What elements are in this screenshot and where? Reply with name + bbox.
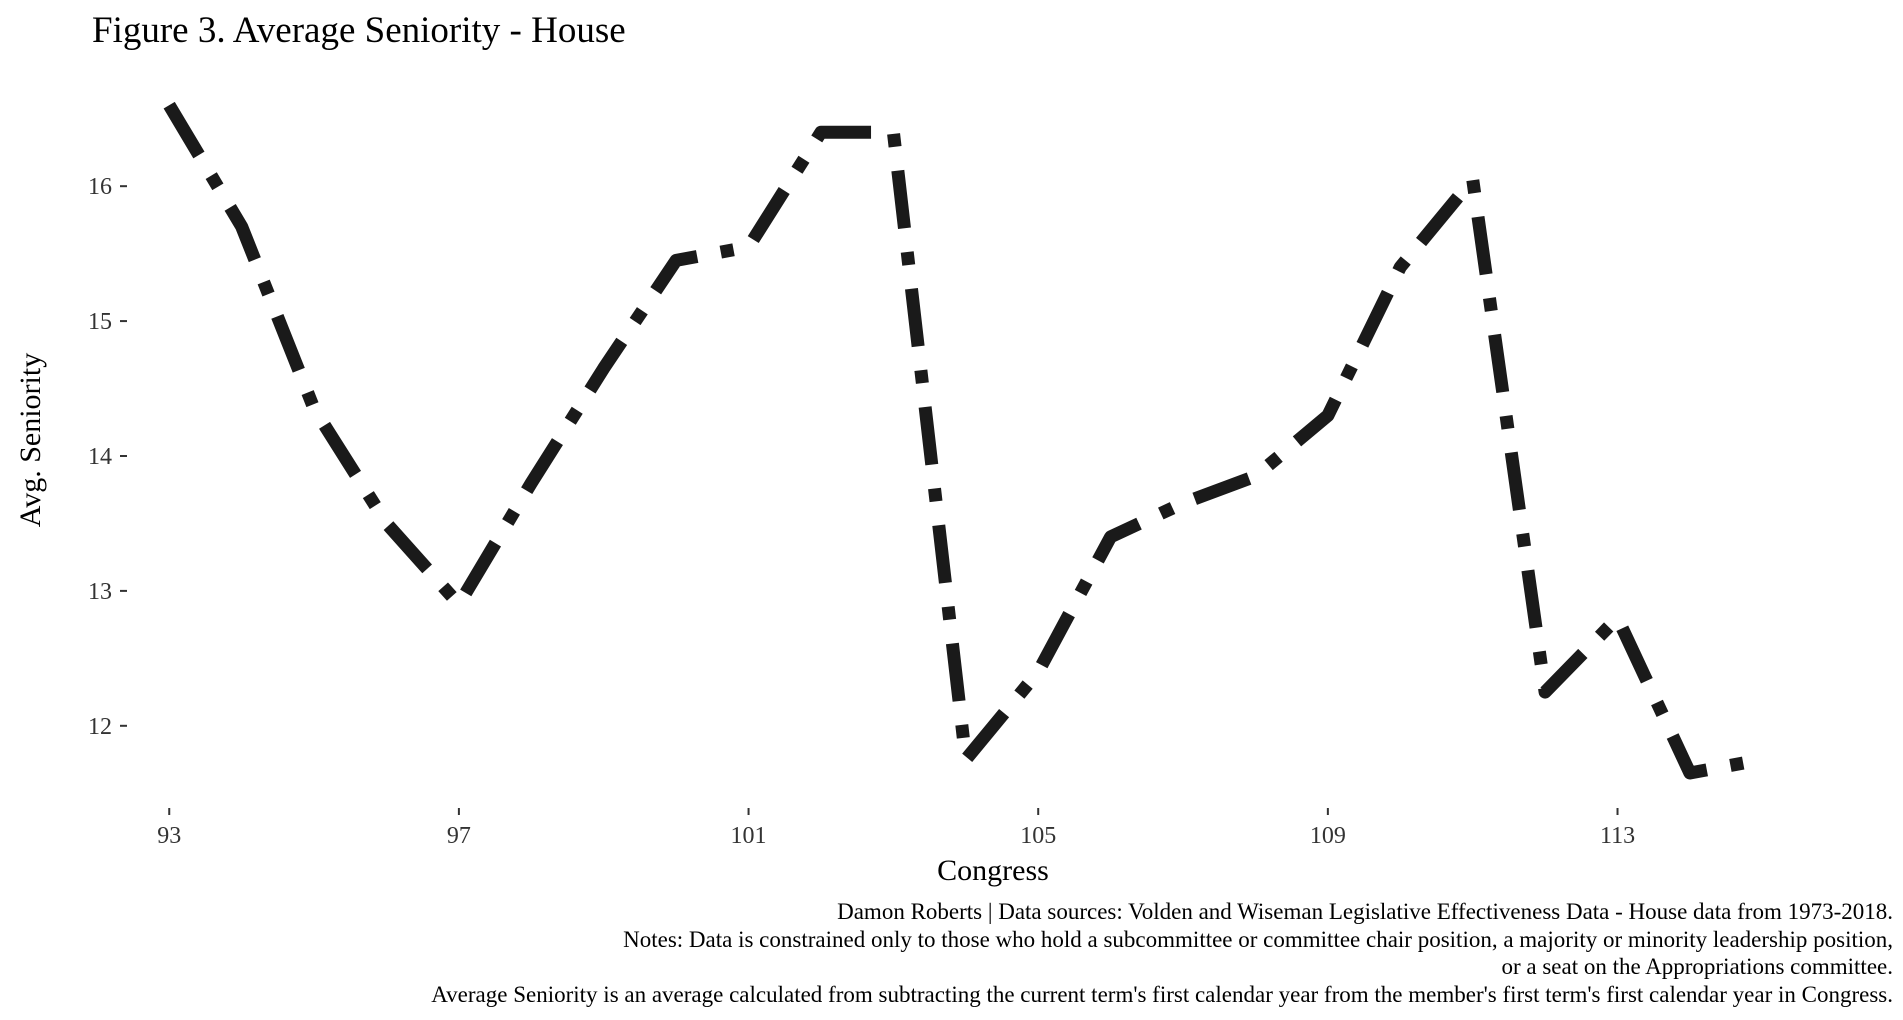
caption-notes-continued: or a seat on the Appropriations committe… bbox=[1501, 954, 1893, 979]
x-tick-label: 97 bbox=[447, 823, 471, 849]
caption-notes: Notes: Data is constrained only to those… bbox=[623, 927, 1893, 952]
y-axis: 12 13 14 15 16 bbox=[88, 174, 127, 740]
x-tick-label: 109 bbox=[1310, 823, 1346, 849]
x-tick-label: 101 bbox=[731, 823, 767, 849]
x-tick-label: 105 bbox=[1020, 823, 1056, 849]
y-tick-label: 13 bbox=[88, 579, 112, 605]
chart-title: Figure 3. Average Seniority - House bbox=[92, 10, 626, 51]
x-tick-label: 113 bbox=[1600, 823, 1635, 849]
y-tick-label: 15 bbox=[88, 309, 112, 335]
caption-source: Damon Roberts | Data sources: Volden and… bbox=[837, 899, 1893, 924]
x-tick-label: 93 bbox=[157, 823, 181, 849]
x-axis: 93 97 101 105 109 113 bbox=[157, 808, 1635, 849]
x-axis-title: Congress bbox=[937, 854, 1049, 887]
y-tick-label: 12 bbox=[88, 714, 112, 740]
series-line bbox=[163, 101, 1764, 780]
y-axis-title: Avg. Seniority bbox=[14, 353, 47, 527]
y-tick-label: 16 bbox=[88, 174, 112, 200]
y-tick-label: 14 bbox=[88, 444, 112, 470]
plot-area bbox=[163, 101, 1764, 780]
caption-definition: Average Seniority is an average calculat… bbox=[431, 982, 1893, 1007]
